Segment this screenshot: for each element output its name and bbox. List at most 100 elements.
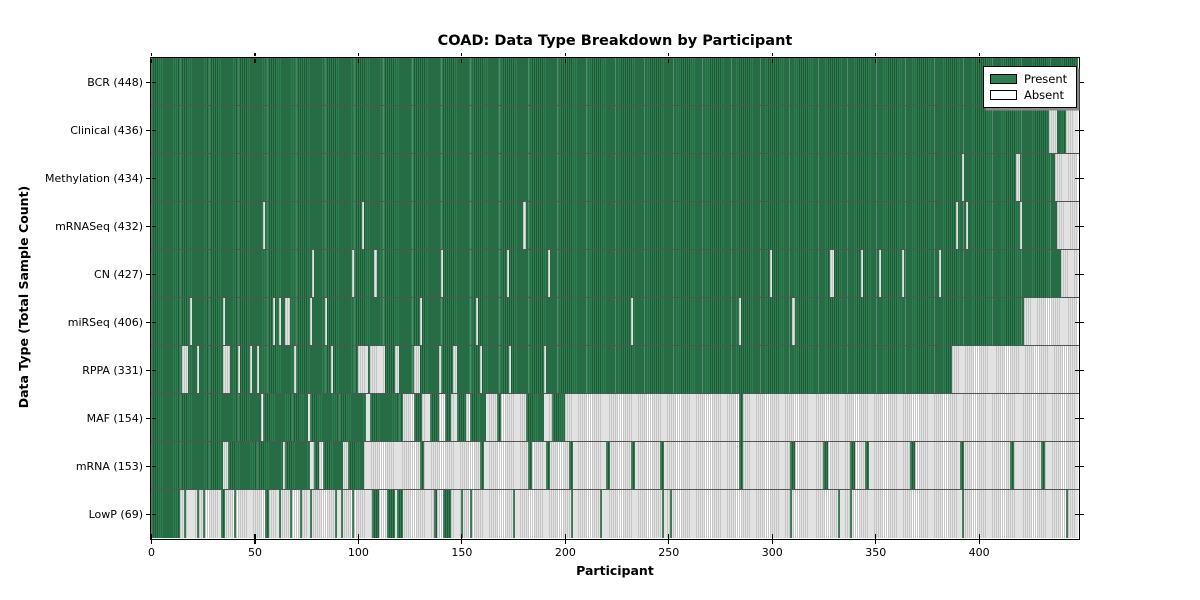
run-segment xyxy=(1024,298,1078,345)
y-tick xyxy=(151,81,156,84)
x-tick xyxy=(771,539,773,544)
y-tick-label: RPPA (331) xyxy=(82,364,143,377)
y-tick xyxy=(1074,177,1079,180)
x-tick xyxy=(978,534,980,539)
run-segment xyxy=(341,490,344,538)
run-segment xyxy=(285,442,311,489)
heatmap-rows xyxy=(151,58,1079,539)
x-tick xyxy=(357,539,359,544)
run-segment xyxy=(606,442,611,489)
row-base-present xyxy=(151,298,1078,345)
run-segment xyxy=(966,202,969,249)
x-tick xyxy=(875,52,877,56)
run-segment xyxy=(362,202,365,249)
row-base-absent xyxy=(151,442,1078,489)
x-tick xyxy=(771,58,773,63)
y-tick xyxy=(145,177,150,180)
plot-area xyxy=(150,57,1080,540)
run-segment xyxy=(850,442,855,489)
run-segment xyxy=(792,298,795,345)
x-tick-label: 150 xyxy=(451,546,473,559)
run-segment xyxy=(151,394,261,441)
y-tick-label: Methylation (434) xyxy=(45,172,143,185)
y-tick xyxy=(1074,129,1079,132)
run-segment xyxy=(461,490,464,538)
run-segment xyxy=(151,442,224,489)
run-segment xyxy=(419,298,423,345)
x-tick xyxy=(254,539,256,544)
run-segment xyxy=(285,298,290,345)
y-tick-label: BCR (448) xyxy=(87,76,143,89)
x-tick-label: 100 xyxy=(347,546,369,559)
row-base-present xyxy=(151,58,1078,105)
x-tick xyxy=(771,534,773,539)
run-segment xyxy=(457,394,466,441)
run-segment xyxy=(310,490,313,538)
run-segment xyxy=(386,490,396,538)
run-segment xyxy=(190,298,193,345)
run-segment xyxy=(310,394,367,441)
run-segment xyxy=(196,346,199,393)
run-segment xyxy=(513,490,516,538)
run-segment xyxy=(347,442,365,489)
run-segment xyxy=(480,346,483,393)
run-segment xyxy=(660,442,665,489)
y-tick xyxy=(145,129,150,132)
run-segment xyxy=(262,202,265,249)
x-tick xyxy=(150,52,153,56)
legend-item-present: Present xyxy=(990,73,1070,85)
heatmap-row-Methylation xyxy=(151,154,1079,202)
run-segment xyxy=(1049,106,1058,153)
y-tick xyxy=(151,273,156,276)
y-tick xyxy=(1079,513,1084,516)
run-segment xyxy=(351,490,354,538)
x-tick xyxy=(875,539,877,544)
run-segment xyxy=(864,442,869,489)
y-tick-label: mRNA (153) xyxy=(75,460,143,473)
run-segment xyxy=(662,490,665,538)
x-tick xyxy=(564,534,566,539)
run-segment xyxy=(438,346,441,393)
x-tick xyxy=(461,539,463,544)
run-segment xyxy=(823,442,828,489)
run-segment xyxy=(469,394,487,441)
run-segment xyxy=(769,250,772,297)
run-segment xyxy=(196,490,199,538)
y-tick xyxy=(1079,465,1084,468)
run-segment xyxy=(1057,202,1078,249)
run-segment xyxy=(902,250,905,297)
run-segment xyxy=(496,394,501,441)
x-tick xyxy=(254,534,256,539)
y-tick xyxy=(145,369,150,372)
y-tick-label: CN (427) xyxy=(94,268,143,281)
y-tick xyxy=(1074,369,1079,372)
run-segment xyxy=(955,202,958,249)
run-segment xyxy=(860,250,863,297)
run-segment xyxy=(523,202,526,249)
y-tick xyxy=(1079,81,1084,84)
y-tick-label: Clinical (436) xyxy=(70,124,143,137)
run-segment xyxy=(1065,106,1078,153)
run-segment xyxy=(264,490,269,538)
x-tick-label: 50 xyxy=(247,546,262,559)
heatmap-row-miRSeq xyxy=(151,298,1079,346)
row-base-present xyxy=(151,202,1078,249)
y-tick xyxy=(1079,225,1084,228)
y-tick xyxy=(145,513,150,516)
run-segment xyxy=(182,346,189,393)
run-segment xyxy=(370,394,404,441)
y-tick xyxy=(1079,129,1084,132)
y-tick xyxy=(1074,465,1079,468)
y-tick xyxy=(1074,417,1079,420)
run-segment xyxy=(289,490,292,538)
run-segment xyxy=(419,442,425,489)
run-segment xyxy=(850,490,853,538)
run-segment xyxy=(670,490,673,538)
run-segment xyxy=(331,346,334,393)
run-segment xyxy=(227,442,284,489)
run-segment xyxy=(962,154,965,201)
x-tick xyxy=(357,52,359,56)
run-segment xyxy=(223,298,226,345)
heatmap-row-BCR xyxy=(151,58,1079,106)
x-tick xyxy=(875,58,877,63)
